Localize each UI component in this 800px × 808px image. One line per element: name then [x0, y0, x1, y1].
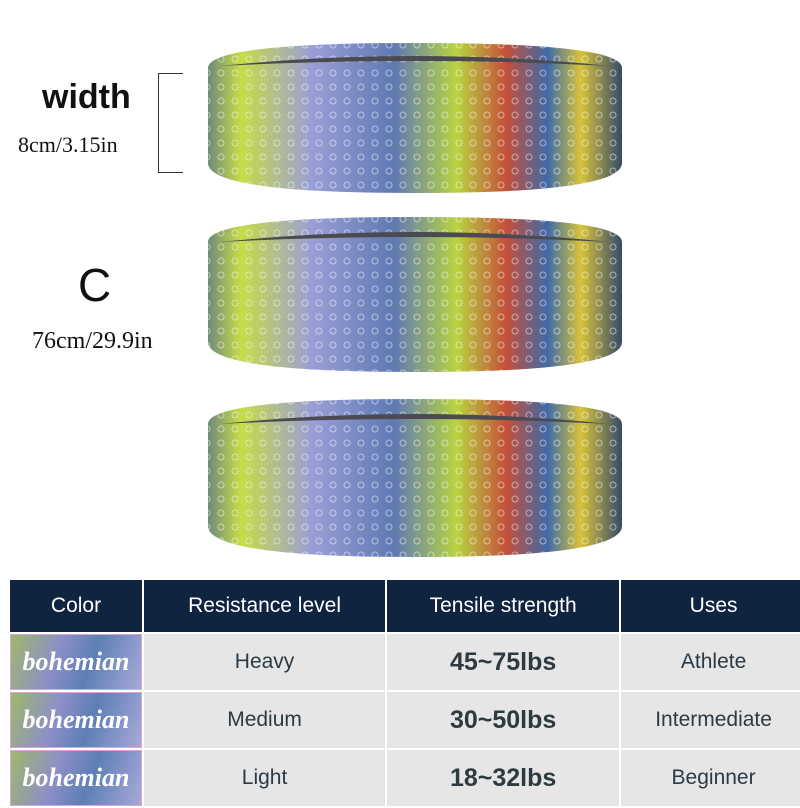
resistance-table: Color Resistance level Tensile strength …	[8, 578, 800, 808]
width-label: width	[42, 78, 131, 116]
resistance-level: Heavy	[144, 634, 386, 690]
width-value: 8cm/3.15in	[18, 132, 118, 157]
header-resistance: Resistance level	[144, 580, 386, 632]
resistance-level: Medium	[144, 692, 386, 748]
uses: Intermediate	[621, 692, 800, 748]
resistance-band-medium	[208, 217, 622, 372]
tensile-strength: 45~75lbs	[387, 634, 620, 690]
color-swatch: bohemian	[10, 750, 142, 806]
width-bracket	[158, 73, 183, 173]
resistance-band-heavy	[208, 43, 622, 193]
table-row: bohemian Light 18~32lbs Beginner	[10, 750, 800, 806]
circumference-label: C	[78, 259, 112, 311]
header-color: Color	[10, 580, 142, 632]
table-header: Color Resistance level Tensile strength …	[10, 580, 800, 632]
uses: Beginner	[621, 750, 800, 806]
resistance-level: Light	[144, 750, 386, 806]
table-row: bohemian Heavy 45~75lbs Athlete	[10, 634, 800, 690]
color-swatch: bohemian	[10, 634, 142, 690]
tensile-strength: 18~32lbs	[387, 750, 620, 806]
circumference-value: 76cm/29.9in	[32, 328, 153, 354]
header-strength: Tensile strength	[387, 580, 620, 632]
color-swatch: bohemian	[10, 692, 142, 748]
uses: Athlete	[621, 634, 800, 690]
tensile-strength: 30~50lbs	[387, 692, 620, 748]
header-uses: Uses	[621, 580, 800, 632]
table-row: bohemian Medium 30~50lbs Intermediate	[10, 692, 800, 748]
resistance-band-light	[208, 399, 622, 557]
